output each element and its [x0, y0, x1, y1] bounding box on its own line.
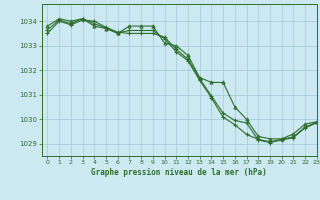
X-axis label: Graphe pression niveau de la mer (hPa): Graphe pression niveau de la mer (hPa) — [91, 168, 267, 177]
